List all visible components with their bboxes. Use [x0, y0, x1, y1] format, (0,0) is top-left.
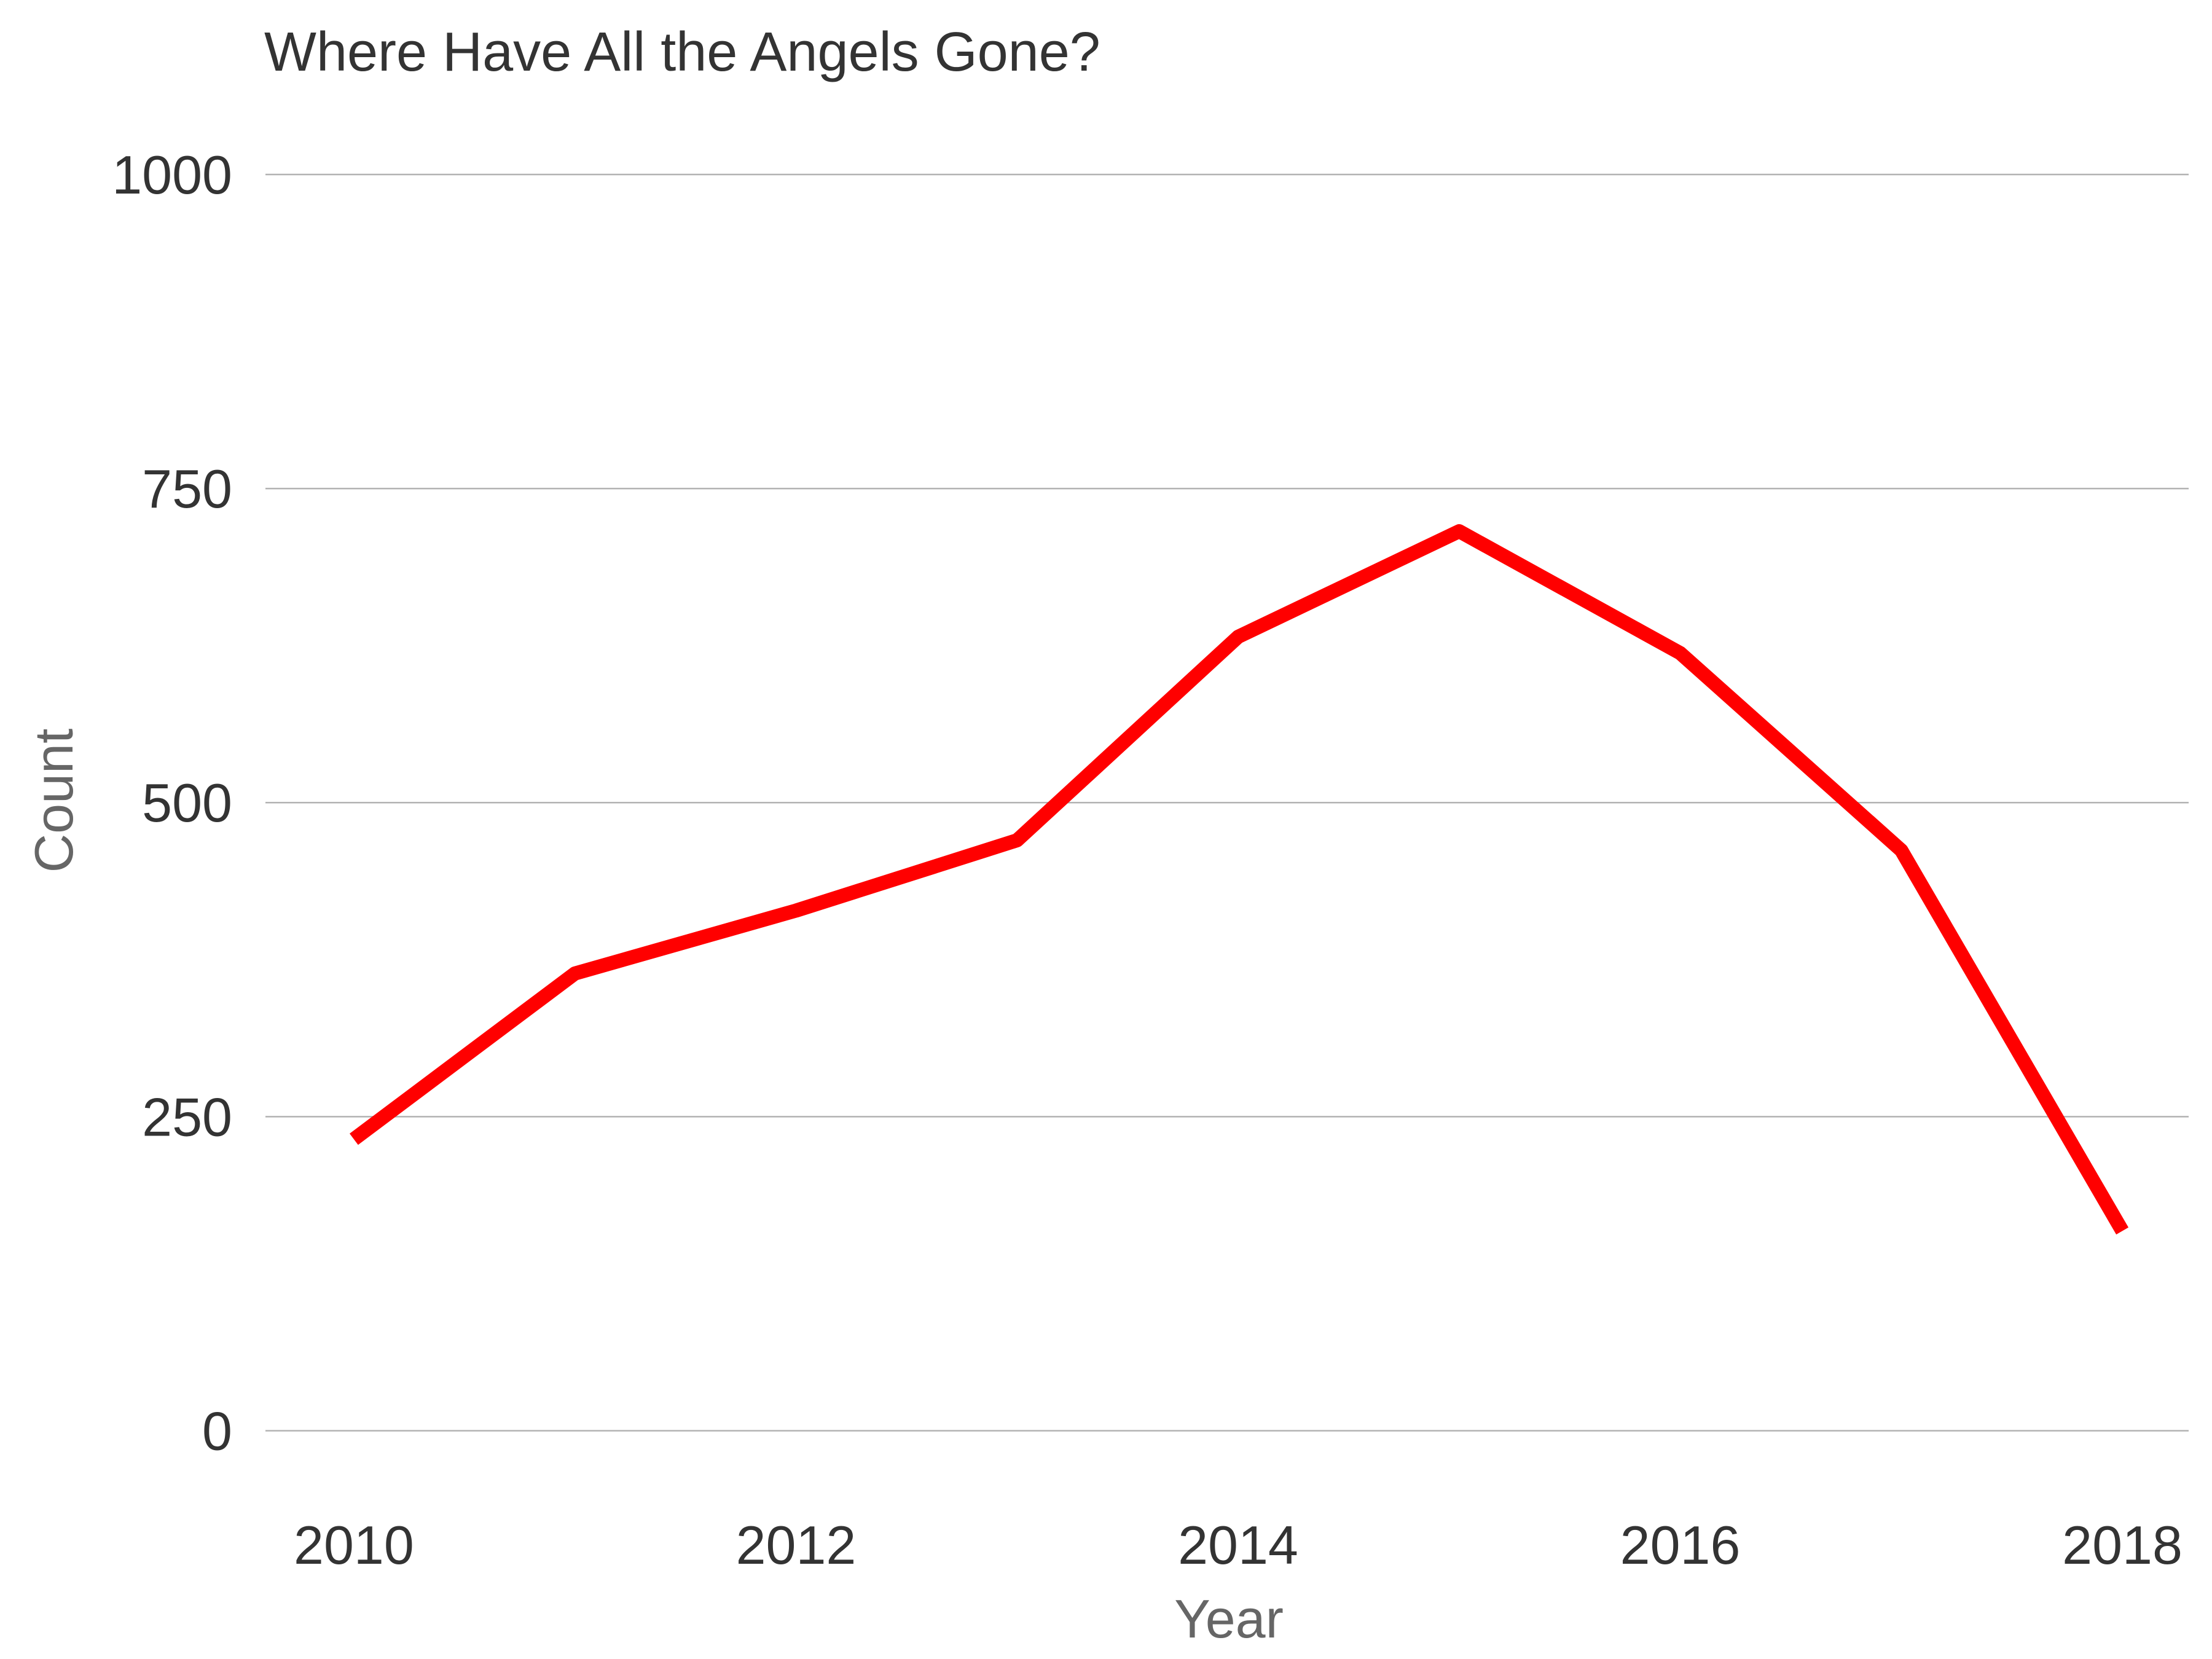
x-tick-label-2016: 2016	[1620, 1515, 1741, 1575]
gridlines	[265, 173, 2189, 1432]
y-tick-label-750: 750	[142, 458, 232, 519]
y-axis-label: Count	[23, 729, 84, 873]
series-line-0	[350, 524, 2129, 1235]
x-tick-label-2014: 2014	[1178, 1515, 1298, 1575]
series-layer	[350, 524, 2129, 1235]
x-tick-label-2010: 2010	[294, 1515, 414, 1575]
x-axis-ticks: 2010 2012 2014 2016 2018	[294, 1515, 2183, 1575]
x-axis-label: Year	[1174, 1588, 1284, 1649]
y-tick-label-250: 250	[142, 1086, 232, 1147]
y-axis-ticks: 0 250 500 750 1000	[112, 144, 232, 1461]
y-tick-label-0: 0	[202, 1400, 232, 1461]
y-tick-label-500: 500	[142, 772, 232, 833]
x-tick-label-2018: 2018	[2062, 1515, 2183, 1575]
y-tick-label-1000: 1000	[112, 144, 232, 205]
x-tick-label-2012: 2012	[736, 1515, 857, 1575]
chart-title: Where Have All the Angels Gone?	[264, 22, 1100, 83]
